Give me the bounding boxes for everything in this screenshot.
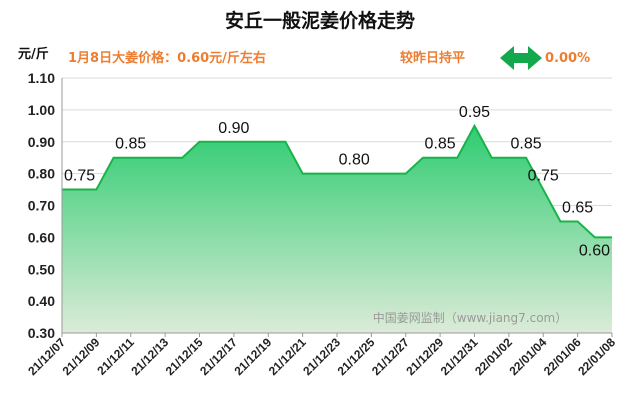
data-label: 0.90 [218, 120, 249, 137]
x-tick-label: 21/12/09 [60, 335, 103, 378]
double-arrow-icon [500, 46, 542, 70]
data-label: 0.75 [528, 168, 559, 185]
y-tick-label: 1.00 [28, 102, 55, 118]
data-label: 0.65 [562, 199, 593, 216]
watermark: 中国姜网监制（www.jiang7.com） [373, 310, 567, 325]
price-note: 1月8日大姜价格：0.60元/斤左右 [68, 50, 266, 66]
data-labels: 0.750.850.900.800.850.950.850.750.650.60 [64, 104, 610, 260]
data-label: 0.60 [579, 242, 610, 259]
y-axis-unit: 元/斤 [18, 46, 49, 62]
x-axis-ticks: 21/12/0721/12/0921/12/1121/12/1321/12/15… [25, 333, 618, 378]
y-tick-label: 0.60 [28, 229, 55, 245]
data-label: 0.80 [339, 152, 370, 169]
y-tick-label: 0.80 [28, 166, 55, 182]
y-tick-label: 0.30 [28, 325, 55, 341]
data-label: 0.85 [510, 136, 541, 153]
x-tick-label: 22/01/08 [575, 335, 618, 378]
y-axis-ticks: 0.30 0.40 0.50 0.60 0.70 0.80 0.90 1.00 1.10 [28, 70, 55, 341]
data-label: 0.75 [64, 168, 95, 185]
price-line [62, 123, 612, 239]
data-label: 0.85 [425, 136, 456, 153]
data-label: 0.85 [115, 136, 146, 153]
y-tick-label: 0.40 [28, 293, 55, 309]
y-tick-label: 0.90 [28, 134, 55, 150]
change-value: 0.00% [545, 51, 590, 66]
chart-title: 安丘一般泥姜价格走势 [225, 9, 415, 32]
change-text: 较昨日持平 [400, 50, 465, 66]
price-area [62, 125, 612, 333]
y-tick-label: 0.50 [28, 261, 55, 277]
y-tick-label: 0.70 [28, 198, 55, 214]
data-label: 0.95 [459, 104, 490, 121]
y-tick-label: 1.10 [28, 70, 55, 86]
